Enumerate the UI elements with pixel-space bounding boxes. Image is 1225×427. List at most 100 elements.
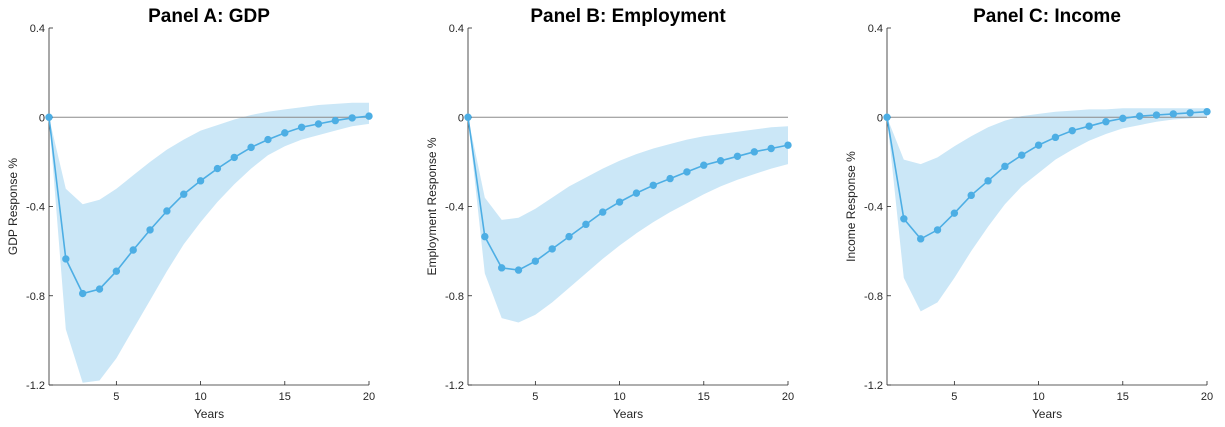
data-point — [716, 157, 725, 165]
x-tick-label: 15 — [698, 391, 710, 403]
x-axis-label: Years — [194, 407, 224, 421]
data-point — [767, 144, 775, 153]
data-point — [582, 220, 590, 229]
data-point — [464, 113, 472, 121]
chart-title: Panel A: GDP — [148, 6, 270, 27]
panel-3: 0.4 0 -0.4 -0.8 -1.2 5 10 15 20 Panel C: Income Ye… — [844, 6, 1213, 421]
y-axis-label: GDP Response % — [6, 158, 20, 255]
data-point — [531, 257, 540, 265]
data-point — [481, 232, 489, 241]
x-tick-label: 20 — [1201, 391, 1213, 403]
y-tick-label: -0.4 — [26, 202, 45, 214]
data-point — [933, 226, 942, 234]
data-point — [112, 267, 121, 275]
chart-title: Panel B: Employment — [530, 6, 726, 27]
data-point — [1186, 109, 1194, 117]
data-point — [683, 168, 691, 176]
data-point — [1203, 107, 1211, 116]
y-tick-label: -1.2 — [864, 380, 883, 392]
data-point — [900, 215, 908, 223]
y-tick-label: 0.4 — [868, 23, 883, 35]
data-point — [883, 113, 891, 121]
y-tick-label: 0 — [39, 112, 45, 124]
data-point — [700, 161, 708, 169]
data-point — [1018, 151, 1026, 159]
x-tick-label: 10 — [194, 391, 206, 403]
data-point — [129, 246, 137, 254]
data-point — [180, 190, 188, 198]
y-tick-label: -0.8 — [26, 291, 45, 303]
y-axis-label: Income Response % — [844, 151, 858, 262]
x-tick-label: 20 — [782, 391, 794, 403]
confidence-band — [887, 108, 1207, 312]
data-point — [314, 120, 323, 128]
data-point — [365, 112, 373, 120]
x-tick-label: 5 — [113, 391, 119, 403]
data-point — [1051, 133, 1060, 142]
x-axis-label: Years — [613, 407, 643, 421]
panel-1: 0.4 0 -0.4 -0.8 -1.2 5 10 15 20 Panel A: GDP Years… — [6, 6, 375, 421]
data-point — [1068, 126, 1076, 135]
data-point — [213, 164, 222, 173]
data-point — [62, 255, 70, 263]
data-point — [916, 235, 925, 243]
data-point — [264, 135, 272, 144]
data-point — [984, 177, 992, 185]
data-point — [666, 174, 674, 183]
confidence-band — [468, 117, 788, 323]
x-tick-label: 10 — [613, 391, 625, 403]
data-point — [548, 245, 556, 253]
data-point — [281, 129, 289, 137]
y-tick-label: -0.4 — [864, 202, 883, 214]
panel-2: 0.4 0 -0.4 -0.8 -1.2 5 10 15 20 Panel B: Employme… — [425, 6, 794, 421]
confidence-band — [49, 102, 369, 383]
data-point — [348, 114, 356, 122]
x-tick-label: 10 — [1032, 391, 1044, 403]
data-point — [784, 141, 792, 149]
data-point — [514, 266, 523, 274]
x-tick-label: 5 — [532, 391, 538, 403]
x-axis-label: Years — [1032, 407, 1062, 421]
data-point — [1169, 110, 1178, 118]
data-point — [45, 113, 53, 121]
x-tick-label: 5 — [951, 391, 957, 403]
data-point — [297, 123, 306, 131]
x-tick-label: 20 — [363, 391, 375, 403]
data-point — [1102, 118, 1110, 126]
data-point — [230, 153, 238, 162]
data-point — [615, 198, 624, 206]
data-point — [497, 264, 506, 272]
data-point — [1085, 122, 1093, 130]
y-tick-label: -1.2 — [26, 380, 45, 392]
data-point — [1135, 112, 1144, 120]
data-point — [331, 116, 340, 125]
y-axis-label: Employment Response % — [425, 137, 439, 275]
data-point — [146, 226, 154, 234]
y-tick-label: 0 — [458, 112, 464, 124]
data-point — [950, 209, 959, 217]
y-tick-label: -0.8 — [445, 291, 464, 303]
data-point — [733, 152, 742, 160]
data-point — [750, 148, 759, 156]
data-point — [599, 208, 607, 216]
data-point — [1034, 141, 1043, 149]
data-point — [95, 285, 104, 293]
y-tick-label: -0.8 — [864, 291, 883, 303]
data-point — [196, 177, 205, 185]
data-point — [1152, 111, 1161, 119]
y-tick-label: -0.4 — [445, 202, 464, 214]
data-point — [565, 232, 573, 241]
data-point — [1119, 114, 1127, 123]
data-point — [163, 207, 171, 215]
y-tick-label: 0.4 — [449, 23, 464, 35]
chart-title: Panel C: Income — [973, 6, 1121, 27]
x-tick-label: 15 — [1117, 391, 1129, 403]
data-point — [967, 191, 975, 200]
data-point — [247, 143, 255, 152]
y-tick-label: 0.4 — [30, 23, 45, 35]
data-point — [78, 289, 87, 298]
data-point — [649, 181, 657, 190]
y-tick-label: 0 — [877, 112, 883, 124]
data-point — [632, 189, 641, 197]
